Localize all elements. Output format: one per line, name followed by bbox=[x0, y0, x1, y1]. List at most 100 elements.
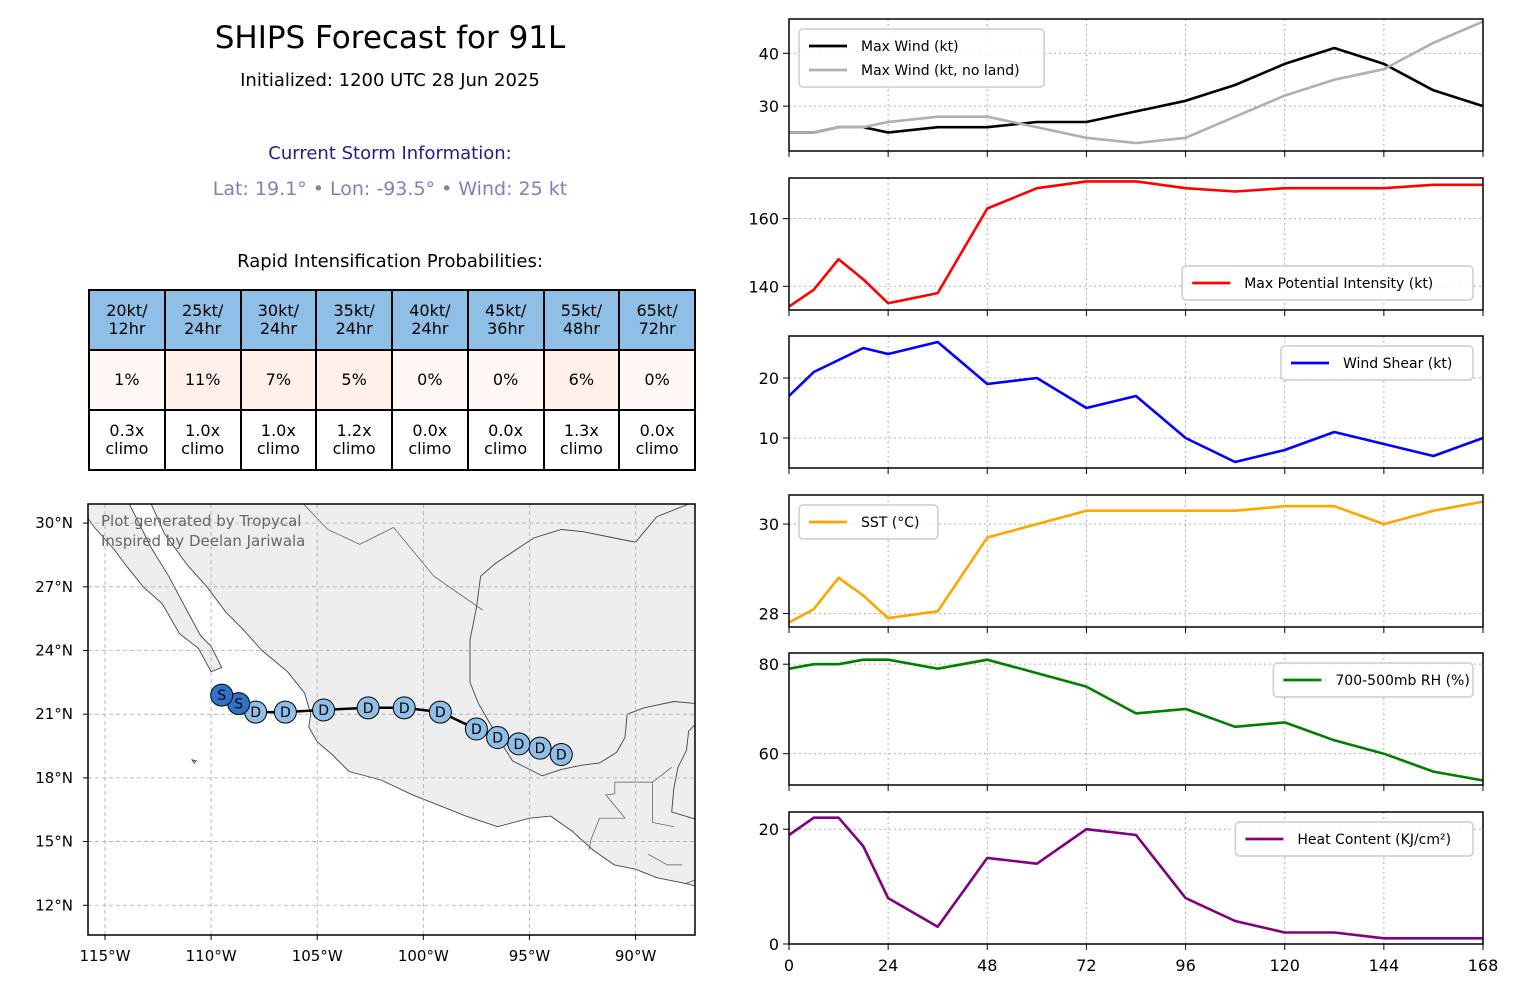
ri-threshold: 45kt/ bbox=[484, 301, 527, 320]
ri-threshold: 30kt/ bbox=[257, 301, 300, 320]
legend-box bbox=[1272, 662, 1474, 698]
ri-header-cell: 40kt/24hr bbox=[391, 289, 469, 351]
track-point bbox=[507, 732, 531, 756]
ri-period: 12hr bbox=[108, 319, 146, 338]
legend-label: Max Wind (kt) bbox=[861, 39, 959, 55]
ri-probability-cell: 0% bbox=[618, 349, 696, 411]
map-gridlines bbox=[88, 504, 695, 935]
legend-label: Wind Shear (kt) bbox=[1343, 356, 1452, 372]
ri-climo-ratio: 1.3x bbox=[563, 421, 599, 440]
ri-climo-label: climo bbox=[256, 439, 300, 458]
track-point-label: D bbox=[435, 705, 446, 721]
ri-climo-label: climo bbox=[484, 439, 528, 458]
ri-period: 24hr bbox=[259, 319, 297, 338]
track-point-label: D bbox=[318, 703, 329, 719]
track-point-label: S bbox=[234, 697, 243, 713]
track-point bbox=[312, 698, 336, 722]
legend-box bbox=[798, 28, 1045, 88]
lon-tick-label: 100°W bbox=[398, 947, 449, 965]
ri-threshold: 20kt/ bbox=[106, 301, 148, 320]
ri-climo-ratio: 0.0x bbox=[412, 421, 448, 440]
chart-legend: Max Potential Intensity (kt) bbox=[1181, 265, 1474, 301]
series-group bbox=[789, 500, 1483, 624]
lon-tick-label: 115°W bbox=[79, 947, 130, 965]
track-point-label: D bbox=[280, 705, 291, 721]
lon-tick-label: 90°W bbox=[615, 947, 657, 965]
ri-header-cell: 20kt/12hr bbox=[88, 289, 166, 351]
ri-header-cell: 45kt/36hr bbox=[466, 289, 545, 351]
chart-panel-6: 0 20 0 24 48 72 96 120 144 168 Heat Content (KJ/cm… bbox=[759, 811, 1499, 975]
ri-probability-cell: 0% bbox=[466, 349, 545, 411]
series-line-1 bbox=[789, 658, 1483, 782]
legend-label: Heat Content (KJ/cm²) bbox=[1297, 832, 1451, 848]
ri-climo-cell: 0.0x climo bbox=[466, 409, 545, 471]
ri-climo-cell: 0.0x climo bbox=[618, 409, 696, 471]
chart-panel-5: 60 80 700-500mb RH (%) bbox=[759, 652, 1484, 791]
ri-climo-label: climo bbox=[332, 439, 376, 458]
ri-climo-cell: 1.0x climo bbox=[239, 409, 318, 471]
track-point bbox=[273, 700, 297, 724]
ri-row-climo: 0.3x climo 1.0x climo 1.0x climo 1.2x climo 0.0x… bbox=[88, 409, 696, 471]
lat-tick-label: 27°N bbox=[35, 578, 73, 596]
ri-climo-label: climo bbox=[635, 439, 679, 458]
ri-climo-label: climo bbox=[559, 439, 603, 458]
init-time: Initialized: 1200 UTC 28 Jun 2025 bbox=[240, 70, 540, 91]
legend-box bbox=[1234, 821, 1474, 857]
ri-header-cell: 30kt/24hr bbox=[239, 289, 318, 351]
y-tick-label: 10 bbox=[759, 429, 779, 448]
series-line-1 bbox=[789, 816, 1483, 940]
chart-frame bbox=[788, 811, 1484, 945]
lat-tick-label: 30°N bbox=[35, 514, 73, 532]
x-tick-label: 0 bbox=[784, 956, 794, 975]
series-line-1 bbox=[789, 180, 1483, 308]
chart-panel-3: 10 20 Wind Shear (kt) bbox=[759, 335, 1484, 474]
series-line-2 bbox=[789, 20, 1483, 145]
ri-climo-cell: 1.0x climo bbox=[163, 409, 242, 471]
ri-climo-label: climo bbox=[181, 439, 225, 458]
map-panel: 30°N 27°N 24°N 21°N 18°N 15°N 12°N 115°W 110°W 10… bbox=[35, 503, 696, 965]
ri-climo-ratio: 1.0x bbox=[260, 421, 296, 440]
ri-climo-cell: 1.2x climo bbox=[315, 409, 393, 471]
ri-climo-ratio: 0.3x bbox=[109, 421, 145, 440]
track-point bbox=[486, 726, 510, 750]
ri-heading: Rapid Intensification Probabilities: bbox=[237, 251, 543, 272]
track-point-label: D bbox=[492, 731, 503, 747]
track-point bbox=[356, 696, 380, 720]
series-group bbox=[789, 180, 1483, 308]
legend-label: 700-500mb RH (%) bbox=[1335, 673, 1469, 689]
x-tick-label: 24 bbox=[878, 956, 898, 975]
ri-header-cell: 55kt/48hr bbox=[542, 289, 621, 351]
y-tick-label: 30 bbox=[759, 515, 779, 534]
chart-frame bbox=[788, 18, 1484, 152]
y-tick-label: 0 bbox=[769, 935, 779, 954]
lat-tick-label: 15°N bbox=[35, 833, 73, 851]
x-tick-label: 120 bbox=[1269, 956, 1300, 975]
ri-probability-cell: 0% bbox=[391, 349, 469, 411]
track-point-label: D bbox=[471, 722, 482, 738]
y-tick-label: 160 bbox=[748, 210, 779, 229]
ri-header-cell: 65kt/72hr bbox=[618, 289, 696, 351]
chart-legend: Max Wind (kt) Max Wind (kt, no land) bbox=[798, 28, 1045, 88]
ri-climo-cell: 0.3x climo bbox=[88, 409, 166, 471]
lon-tick-label: 105°W bbox=[292, 947, 343, 965]
legend-box bbox=[1280, 345, 1474, 381]
chart-panel-1: 30 40 Max Wind (kt) Max Wind (kt, no land) bbox=[759, 18, 1484, 157]
chart-legend: SST (°C) bbox=[798, 504, 939, 540]
ri-header-cell: 35kt/24hr bbox=[315, 289, 393, 351]
x-tick-label: 144 bbox=[1369, 956, 1400, 975]
x-tick-label: 72 bbox=[1076, 956, 1096, 975]
y-tick-label: 20 bbox=[759, 369, 779, 388]
series-group bbox=[789, 20, 1483, 145]
lat-tick-label: 18°N bbox=[35, 769, 73, 787]
chart-legend: 700-500mb RH (%) bbox=[1272, 662, 1474, 698]
legend-box bbox=[1181, 265, 1474, 301]
x-tick-label: 168 bbox=[1468, 956, 1499, 975]
track-point bbox=[210, 683, 234, 707]
track-point bbox=[549, 743, 573, 767]
legend-label: SST (°C) bbox=[861, 515, 919, 531]
y-tick-label: 140 bbox=[748, 277, 779, 296]
ri-period: 24hr bbox=[184, 319, 222, 338]
ri-period: 72hr bbox=[638, 319, 676, 338]
